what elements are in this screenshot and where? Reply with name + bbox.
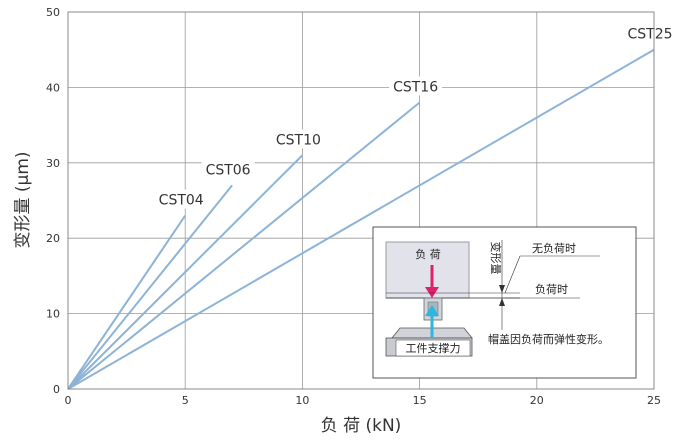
support-arrow-head	[425, 305, 439, 316]
support-label: 工件支撑力	[406, 341, 461, 355]
deform-label: 变形量	[489, 242, 503, 275]
y-tick-label: 10	[46, 308, 60, 321]
x-tick-label: 10	[295, 394, 309, 407]
loaded-label: 负荷时	[535, 282, 568, 296]
y-tick-label: 0	[53, 383, 60, 396]
series-line-cst10	[67, 154, 304, 390]
x-tick-label: 25	[647, 394, 661, 407]
series-label-bg	[154, 189, 208, 209]
load-block	[385, 241, 470, 299]
series-label-cst06: CST06	[206, 162, 251, 178]
series-label-cst25: CST25	[627, 27, 672, 43]
series-label-cst16: CST16	[393, 79, 438, 95]
load-label: 负 荷	[415, 247, 441, 261]
x-tick-label: 20	[530, 394, 544, 407]
x-tick-label: 5	[182, 394, 189, 407]
inset-diagram: 负 荷 工件支撑力 变形量 无负荷时 负荷时 帽盖因负荷而弹性变形。	[372, 226, 637, 379]
y-axis-title: 变形量 (μm)	[13, 151, 33, 248]
x-tick-label: 15	[413, 394, 427, 407]
series-label-bg	[271, 129, 325, 149]
load-arrow-head	[425, 287, 439, 298]
deform-arrow-up	[499, 298, 505, 306]
series-line-cst06	[67, 184, 233, 390]
series-label-bg	[623, 23, 674, 43]
tick-labels: 0 5 10 15 20 25 0 10 20 30 40 50	[46, 6, 661, 407]
no-load-label: 无负荷时	[532, 241, 576, 255]
series-label-bg	[201, 159, 255, 179]
series-lines	[67, 48, 655, 390]
series-line-cst25	[67, 48, 655, 390]
series-label-cst10: CST10	[276, 132, 321, 148]
y-tick-label: 20	[46, 232, 60, 245]
series-label-cst04: CST04	[159, 193, 204, 209]
y-tick-label: 50	[46, 6, 60, 19]
x-tick-label: 0	[65, 394, 72, 407]
inset-description: 帽盖因负荷而弹性变形。	[488, 332, 609, 346]
series-label-bg	[389, 76, 443, 96]
series-line-cst16	[67, 101, 421, 390]
y-tick-label: 30	[46, 157, 60, 170]
series-line-cst04	[67, 215, 187, 390]
no-load-leader	[504, 255, 521, 294]
x-axis-title: 负 荷 (kN)	[321, 416, 402, 436]
deform-arrow-down	[499, 285, 505, 293]
plot-frame	[67, 11, 655, 390]
y-tick-label: 40	[46, 81, 60, 94]
support-label-box	[395, 339, 471, 357]
